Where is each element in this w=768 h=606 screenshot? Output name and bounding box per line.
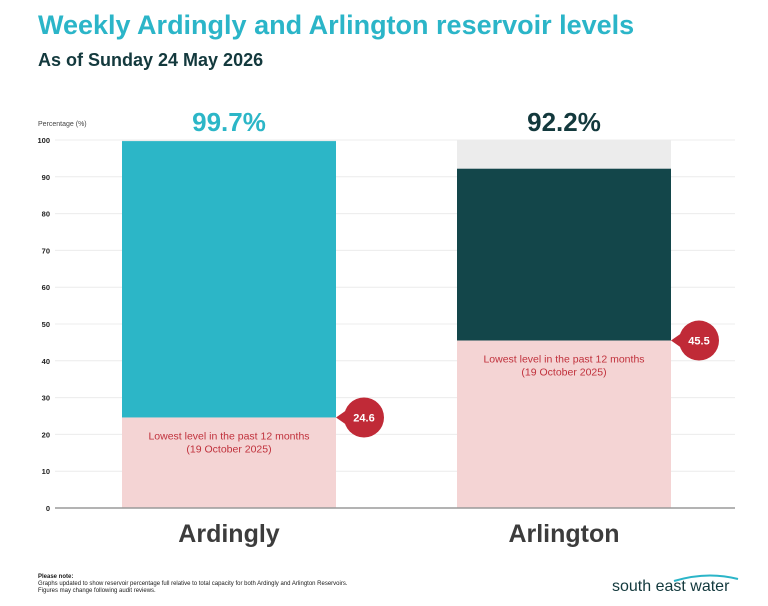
lowest-badge-value: 45.5 bbox=[688, 336, 709, 348]
lowest-badge bbox=[679, 320, 719, 361]
y-tick-label: 60 bbox=[42, 283, 50, 292]
y-axis-title: Percentage (%) bbox=[38, 121, 87, 128]
lowest-level-label: Lowest level in the past 12 months bbox=[148, 430, 309, 442]
lowest-level-date: (19 October 2025) bbox=[521, 367, 606, 379]
y-tick-label: 80 bbox=[42, 210, 50, 219]
note-line-2: Figures may change following audit revie… bbox=[38, 588, 156, 594]
note-line-1: Graphs updated to show reservoir percent… bbox=[38, 581, 348, 587]
chart-title: Weekly Ardingly and Arlington reservoir … bbox=[38, 10, 635, 40]
y-tick-label: 30 bbox=[42, 394, 50, 403]
y-tick-label: 90 bbox=[42, 173, 50, 182]
category-label: Ardingly bbox=[178, 520, 279, 548]
bar-capacity-remaining bbox=[457, 140, 671, 169]
lowest-badge-value: 24.6 bbox=[353, 412, 374, 424]
y-tick-label: 10 bbox=[42, 467, 50, 476]
bar-ardingly bbox=[122, 141, 336, 418]
bar-value-label: 92.2% bbox=[527, 107, 601, 137]
lowest-badge bbox=[344, 397, 384, 438]
lowest-badge-pointer bbox=[336, 410, 346, 425]
logo-swoosh-icon bbox=[673, 574, 739, 582]
y-tick-label: 100 bbox=[37, 136, 50, 145]
lowest-badge-pointer bbox=[671, 333, 681, 348]
chart-subtitle: As of Sunday 24 May 2026 bbox=[38, 50, 264, 70]
y-tick-label: 50 bbox=[42, 320, 50, 329]
category-label: Arlington bbox=[508, 520, 619, 548]
lowest-level-date: (19 October 2025) bbox=[186, 443, 271, 455]
bar-capacity-remaining bbox=[122, 140, 336, 142]
footer-notes: Please note: Graphs updated to show rese… bbox=[38, 574, 348, 595]
y-tick-label: 0 bbox=[46, 504, 50, 513]
bar-lowest-zone bbox=[457, 340, 671, 508]
reservoir-bar-chart: Percentage (%) 0 10 20 30 40 50 60 70 80 90 100 Lowe… bbox=[37, 107, 735, 548]
lowest-level-label: Lowest level in the past 12 months bbox=[483, 354, 644, 366]
south-east-water-logo: south east water bbox=[612, 578, 730, 595]
bar-value-label: 99.7% bbox=[192, 107, 266, 137]
bar-arlington bbox=[457, 168, 671, 341]
note-title: Please note: bbox=[38, 574, 74, 580]
bar-lowest-zone bbox=[122, 417, 336, 508]
y-tick-label: 20 bbox=[42, 430, 50, 439]
y-tick-label: 70 bbox=[42, 246, 50, 255]
y-tick-label: 40 bbox=[42, 357, 50, 366]
